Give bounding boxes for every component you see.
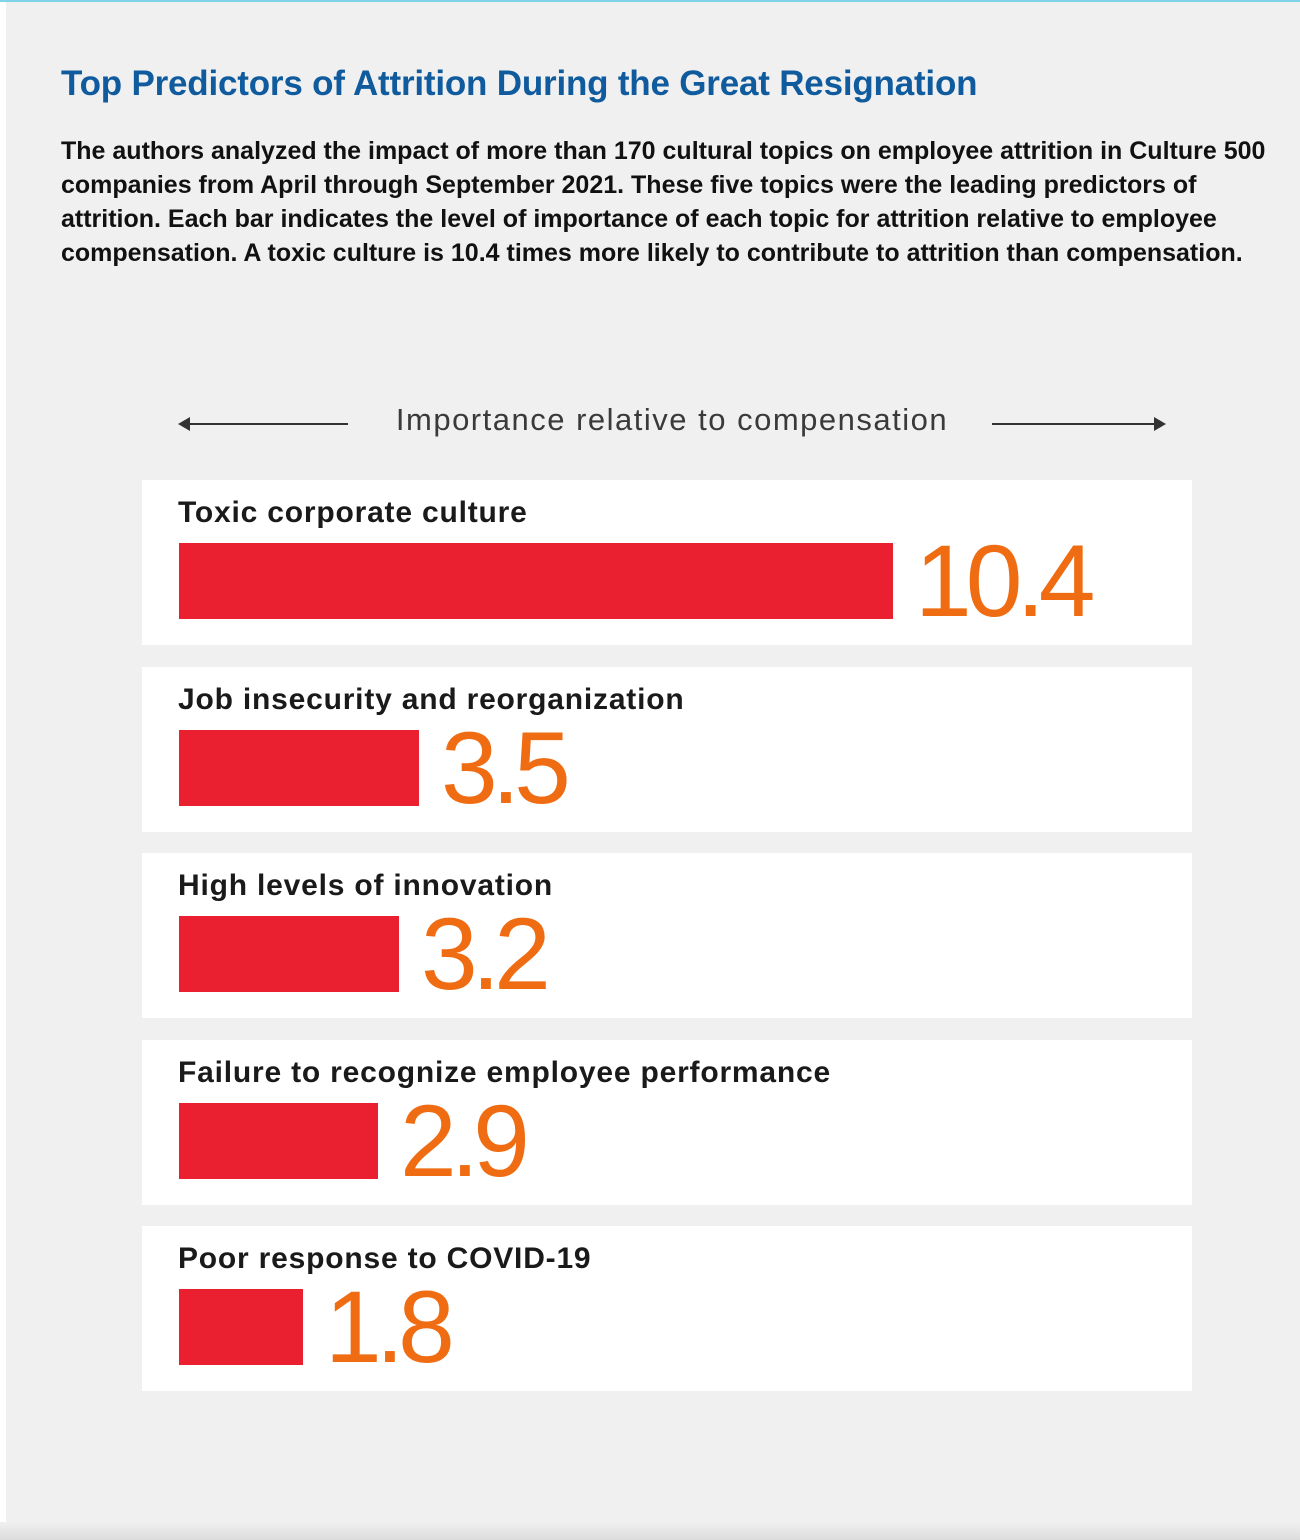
- bar-value-label: 3.5: [441, 710, 571, 825]
- bar-category-label: Poor response to COVID-19: [178, 1242, 592, 1275]
- bar-value-label: 3.2: [421, 897, 551, 1011]
- left-arrow-icon: [178, 417, 348, 431]
- bar-category-label: High levels of innovation: [178, 869, 554, 902]
- bar: [179, 1289, 303, 1365]
- axis-header: Importance relative to compensation: [178, 396, 1166, 448]
- bar-category-label: Failure to recognize employee performanc…: [178, 1055, 831, 1089]
- bar-row: Job insecurity and reorganization 3.5: [142, 666, 1192, 832]
- top-accent-line: [0, 0, 1300, 2]
- axis-label: Importance relative to compensation: [395, 402, 949, 437]
- right-arrow-icon: [992, 417, 1166, 431]
- bar: [179, 1102, 378, 1179]
- bar-row: Toxic corporate culture 10.4: [142, 480, 1192, 645]
- bar: [179, 916, 399, 992]
- bar-value-label: 10.4: [915, 524, 1096, 638]
- bar-category-label: Toxic corporate culture: [178, 496, 528, 529]
- bar-row: High levels of innovation 3.2: [142, 853, 1192, 1018]
- bar-category-label: Job insecurity and reorganization: [178, 682, 685, 716]
- bar: [179, 729, 419, 806]
- chart-description: The authors analyzed the impact of more …: [61, 137, 1266, 267]
- bar-value-label: 1.8: [325, 1270, 455, 1384]
- bottom-edge: [0, 1522, 1300, 1540]
- bar: [179, 543, 893, 619]
- bar-row: Failure to recognize employee performanc…: [142, 1039, 1192, 1205]
- bar-row: Poor response to COVID-19 1.8: [142, 1226, 1192, 1391]
- bar-value-label: 2.9: [400, 1083, 530, 1198]
- chart-title: Top Predictors of Attrition During the G…: [61, 64, 978, 103]
